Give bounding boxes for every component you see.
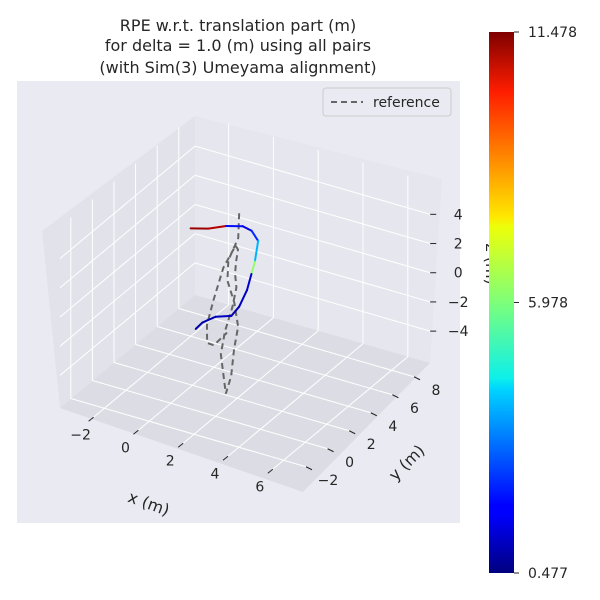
y-tick-mark-1 — [327, 448, 334, 453]
z-tick-label-4: 4 — [454, 207, 463, 223]
estimate-segment-1 — [207, 225, 228, 230]
legend-label-reference: reference — [373, 95, 440, 111]
grid-side-z-4 — [59, 145, 196, 259]
y-tick-mark-4 — [392, 394, 399, 399]
z-tick-label-3: 2 — [454, 237, 463, 253]
z-tick-label-1: −2 — [448, 295, 469, 311]
grid-lines — [59, 123, 431, 470]
y-tick-mark-3 — [370, 412, 378, 417]
estimate-segment-4 — [250, 229, 260, 242]
y-tick-label-4: 6 — [410, 401, 419, 417]
z-axis-ticks: −4 −2 0 2 4 — [430, 207, 469, 340]
grid-floor-y-5 — [178, 308, 415, 378]
legend-box — [322, 87, 452, 117]
grid-back-z-2 — [194, 203, 431, 274]
estimate-segment-3 — [241, 225, 253, 232]
estimate-segment-5 — [253, 239, 260, 263]
x-tick-label-0: −2 — [70, 427, 91, 443]
title-line-2: for delta = 1.0 (m) using all pairs — [105, 36, 371, 55]
x-tick-mark-2 — [177, 442, 184, 448]
x-tick-label-1: 0 — [121, 440, 130, 456]
grid-floor-y-4 — [157, 326, 393, 396]
grid-side-z-0 — [59, 262, 196, 376]
x-tick-mark-3 — [222, 455, 229, 461]
grid-floor-y-1 — [92, 380, 328, 450]
grid-floor-x-3 — [227, 343, 364, 457]
colorbar-tick-label-0: 0.477 — [528, 566, 568, 582]
grid-side-z-3 — [59, 174, 196, 289]
floor-pane — [60, 295, 430, 492]
x-tick-mark-1 — [133, 429, 139, 435]
x-tick-label-2: 2 — [166, 453, 175, 469]
title-line-1: RPE w.r.t. translation part (m) — [120, 16, 356, 35]
y-tick-mark-2 — [348, 430, 356, 435]
colorbar-ticks: 0.477 5.978 11.478 — [514, 25, 577, 582]
estimate-segment-9 — [230, 305, 241, 317]
series-layer — [189, 213, 260, 394]
grid-floor-x-2 — [182, 330, 319, 444]
estimate-segment-10 — [214, 314, 233, 318]
y-tick-label-3: 4 — [388, 419, 397, 435]
x-axis-ticks: −2 0 2 4 6 — [70, 416, 274, 495]
reference-trajectory — [205, 213, 241, 394]
x-tick-label-4: 6 — [255, 479, 264, 495]
z-tick-label-2: 0 — [454, 266, 463, 282]
estimate-segment-13 — [194, 321, 204, 330]
y-tick-label-5: 8 — [432, 383, 441, 399]
y-tick-label-2: 2 — [367, 437, 376, 453]
estimate-segment-6 — [250, 260, 256, 276]
grid-floor-y-2 — [113, 362, 350, 432]
y-tick-mark-5 — [413, 376, 421, 381]
grid-floor-x-1 — [138, 317, 274, 431]
x-tick-label-3: 4 — [211, 466, 220, 482]
y-tick-mark-0 — [305, 466, 313, 471]
legend: reference — [322, 87, 452, 117]
y-tick-label-0: −2 — [318, 473, 339, 489]
colorbar-tick-label-2: 11.478 — [528, 25, 577, 41]
grid-back-z-4 — [194, 145, 431, 215]
x-tick-mark-0 — [88, 416, 94, 422]
estimate-segment-7 — [245, 273, 253, 292]
z-tick-label-0: −4 — [448, 324, 469, 340]
x-tick-mark-4 — [267, 468, 274, 474]
estimate-segment-12 — [201, 319, 209, 324]
estimate-segment-11 — [206, 315, 217, 322]
grid-back-z-3 — [194, 174, 431, 245]
colorbar-tick-label-1: 5.978 — [528, 295, 568, 311]
estimate-segment-8 — [238, 289, 248, 308]
chart-title: RPE w.r.t. translation part (m) for delt… — [99, 16, 376, 77]
colorbar — [489, 32, 514, 573]
grid-back-z-0 — [194, 262, 431, 332]
grid-floor-y-3 — [135, 344, 371, 414]
grid-floor-x-4 — [272, 356, 409, 470]
grid-floor-y-0 — [70, 398, 307, 468]
grid-side-z-1 — [59, 233, 196, 347]
title-line-3: (with Sim(3) Umeyama alignment) — [99, 58, 376, 77]
grid-side-z-2 — [59, 204, 196, 318]
grid-floor-x-0 — [93, 304, 229, 418]
y-tick-label-1: 0 — [345, 455, 354, 471]
